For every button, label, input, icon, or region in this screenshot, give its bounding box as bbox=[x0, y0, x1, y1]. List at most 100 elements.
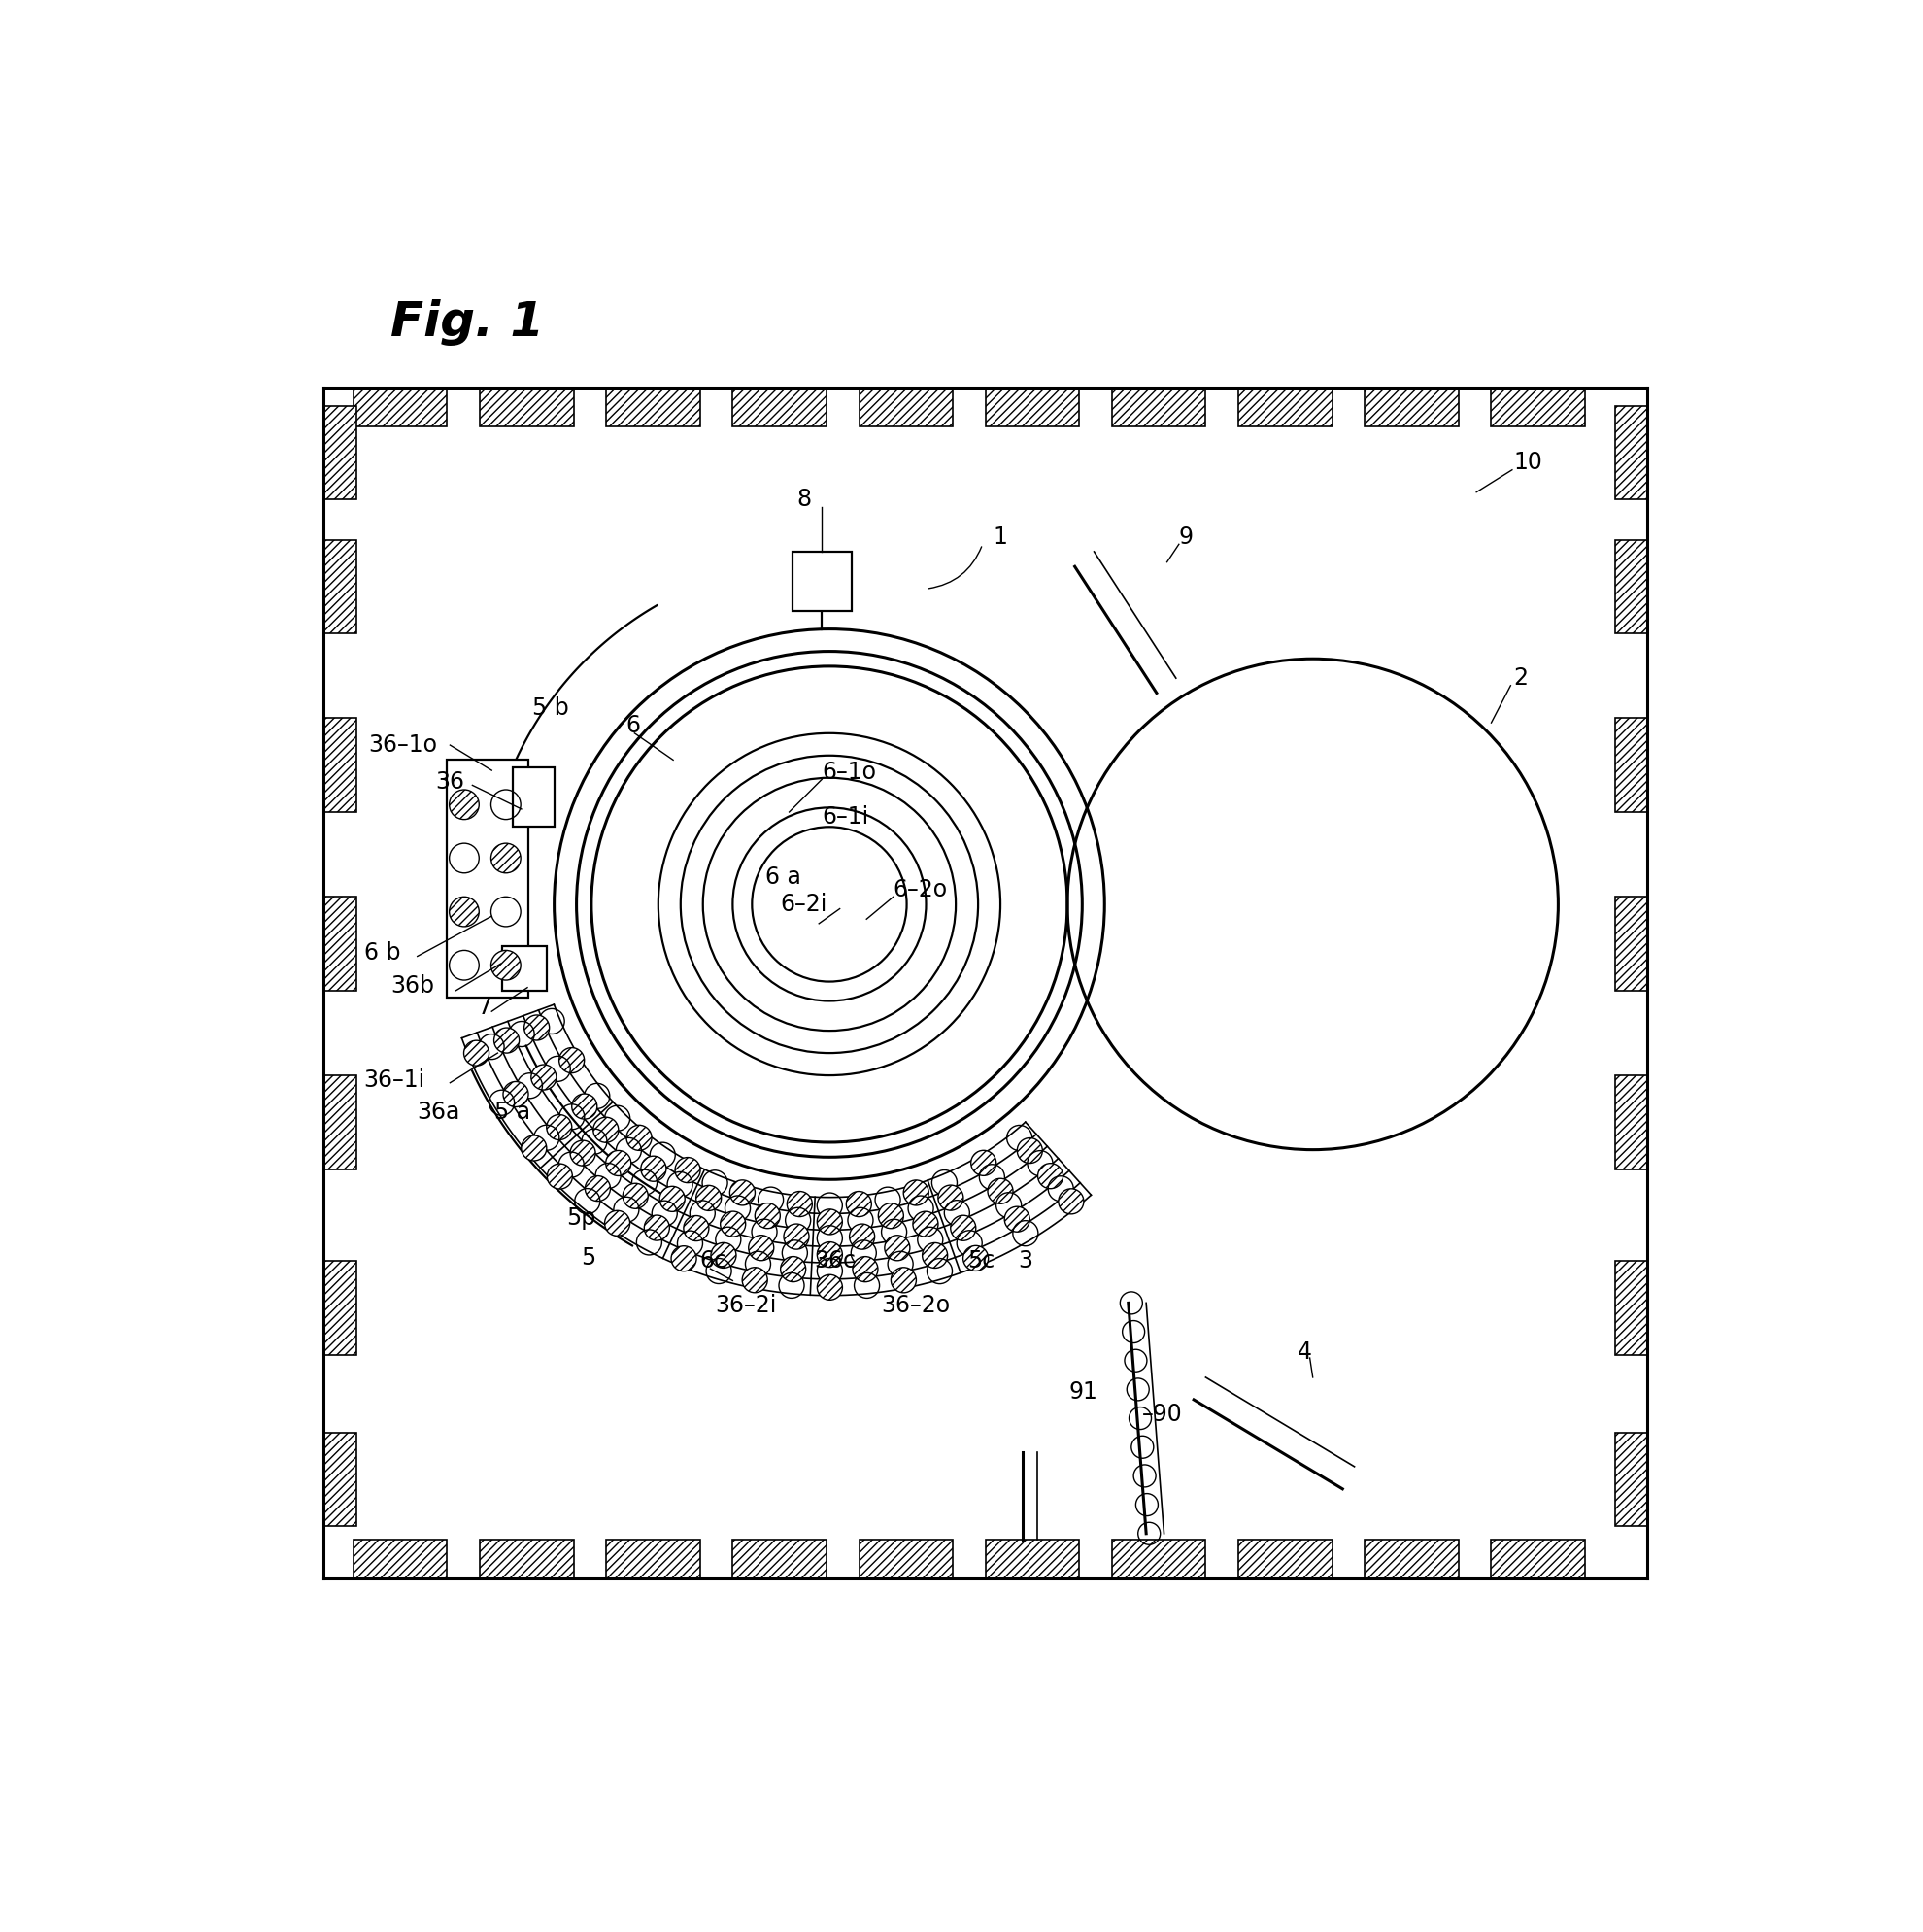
Bar bbox=[323, 1262, 356, 1354]
Bar bbox=[323, 1076, 356, 1169]
Circle shape bbox=[604, 1211, 631, 1236]
Circle shape bbox=[623, 1182, 648, 1209]
Bar bbox=[1111, 1540, 1206, 1578]
Circle shape bbox=[817, 1242, 842, 1267]
Bar bbox=[1615, 719, 1648, 811]
Text: 6 a: 6 a bbox=[765, 866, 802, 889]
Circle shape bbox=[748, 1235, 773, 1260]
Text: 5p: 5p bbox=[565, 1206, 596, 1231]
Circle shape bbox=[490, 842, 521, 873]
Circle shape bbox=[756, 1204, 781, 1229]
Circle shape bbox=[585, 1177, 610, 1202]
Circle shape bbox=[712, 1242, 737, 1267]
Text: 5 b: 5 b bbox=[533, 696, 569, 719]
Bar bbox=[323, 719, 356, 811]
Circle shape bbox=[729, 1180, 756, 1206]
Text: 6 b: 6 b bbox=[363, 941, 400, 964]
Text: 36: 36 bbox=[435, 771, 463, 794]
Circle shape bbox=[938, 1184, 963, 1211]
Bar bbox=[985, 388, 1079, 427]
Text: 36a: 36a bbox=[417, 1101, 460, 1124]
Text: 2: 2 bbox=[1513, 667, 1529, 690]
Circle shape bbox=[571, 1094, 596, 1119]
Text: 6–1o: 6–1o bbox=[821, 759, 877, 784]
Circle shape bbox=[852, 1256, 879, 1281]
Bar bbox=[323, 1432, 356, 1526]
Circle shape bbox=[660, 1186, 685, 1211]
Circle shape bbox=[817, 1209, 842, 1235]
Bar bbox=[354, 1540, 446, 1578]
Circle shape bbox=[569, 1140, 596, 1165]
Circle shape bbox=[450, 896, 479, 927]
Circle shape bbox=[781, 1256, 806, 1281]
Circle shape bbox=[988, 1179, 1013, 1204]
Text: 5c: 5c bbox=[967, 1250, 994, 1273]
Bar bbox=[354, 388, 446, 427]
Circle shape bbox=[721, 1211, 746, 1236]
Bar bbox=[606, 388, 700, 427]
Circle shape bbox=[606, 1150, 631, 1177]
Text: 6c: 6c bbox=[700, 1250, 727, 1273]
Text: 36–2o: 36–2o bbox=[881, 1294, 950, 1318]
Circle shape bbox=[627, 1124, 652, 1150]
Bar bbox=[1365, 388, 1458, 427]
Text: 6–2o: 6–2o bbox=[894, 877, 948, 900]
Circle shape bbox=[521, 1136, 546, 1161]
Circle shape bbox=[671, 1246, 696, 1271]
Bar bbox=[1615, 1432, 1648, 1526]
Bar bbox=[502, 947, 546, 991]
Circle shape bbox=[1058, 1188, 1085, 1213]
Text: 5: 5 bbox=[581, 1246, 596, 1269]
Bar bbox=[1615, 896, 1648, 991]
Bar bbox=[1238, 388, 1333, 427]
Circle shape bbox=[785, 1225, 810, 1250]
Text: 7: 7 bbox=[477, 995, 492, 1018]
Bar bbox=[1238, 1540, 1333, 1578]
Circle shape bbox=[879, 1204, 904, 1229]
Circle shape bbox=[890, 1267, 915, 1293]
Circle shape bbox=[546, 1115, 571, 1140]
Circle shape bbox=[450, 790, 479, 819]
Circle shape bbox=[817, 1275, 842, 1300]
Text: Fig. 1: Fig. 1 bbox=[390, 299, 544, 346]
Circle shape bbox=[923, 1242, 948, 1267]
Text: 4: 4 bbox=[1298, 1341, 1313, 1364]
Text: 36b: 36b bbox=[390, 974, 435, 997]
Bar bbox=[860, 1540, 952, 1578]
Bar bbox=[1615, 539, 1648, 634]
Bar bbox=[1615, 406, 1648, 500]
Circle shape bbox=[494, 1028, 519, 1053]
Circle shape bbox=[644, 1215, 669, 1240]
Circle shape bbox=[742, 1267, 767, 1293]
Circle shape bbox=[675, 1157, 700, 1182]
Circle shape bbox=[850, 1225, 875, 1250]
Text: 8: 8 bbox=[796, 489, 812, 512]
Circle shape bbox=[525, 1014, 550, 1039]
Bar bbox=[606, 1540, 700, 1578]
Circle shape bbox=[560, 1047, 585, 1072]
Text: 6–1i: 6–1i bbox=[821, 806, 869, 829]
Text: 6–2i: 6–2i bbox=[781, 893, 827, 916]
Bar bbox=[985, 1540, 1079, 1578]
Bar bbox=[446, 759, 529, 999]
Bar bbox=[481, 1540, 573, 1578]
Bar bbox=[1490, 388, 1585, 427]
Circle shape bbox=[1038, 1163, 1063, 1188]
Bar bbox=[1615, 1262, 1648, 1354]
Circle shape bbox=[683, 1215, 710, 1240]
Circle shape bbox=[885, 1235, 910, 1260]
Text: 36–1i: 36–1i bbox=[363, 1068, 425, 1092]
Text: 9: 9 bbox=[1179, 526, 1194, 549]
Circle shape bbox=[950, 1215, 975, 1240]
Text: 36–2i: 36–2i bbox=[715, 1294, 777, 1318]
Text: 91: 91 bbox=[1069, 1381, 1098, 1405]
Text: 3: 3 bbox=[1019, 1250, 1033, 1273]
Circle shape bbox=[1017, 1138, 1042, 1163]
Circle shape bbox=[787, 1192, 812, 1217]
Text: 6: 6 bbox=[625, 715, 640, 738]
Circle shape bbox=[913, 1211, 938, 1236]
Bar bbox=[1615, 1076, 1648, 1169]
Bar bbox=[323, 896, 356, 991]
Bar bbox=[733, 388, 827, 427]
Bar bbox=[481, 388, 573, 427]
